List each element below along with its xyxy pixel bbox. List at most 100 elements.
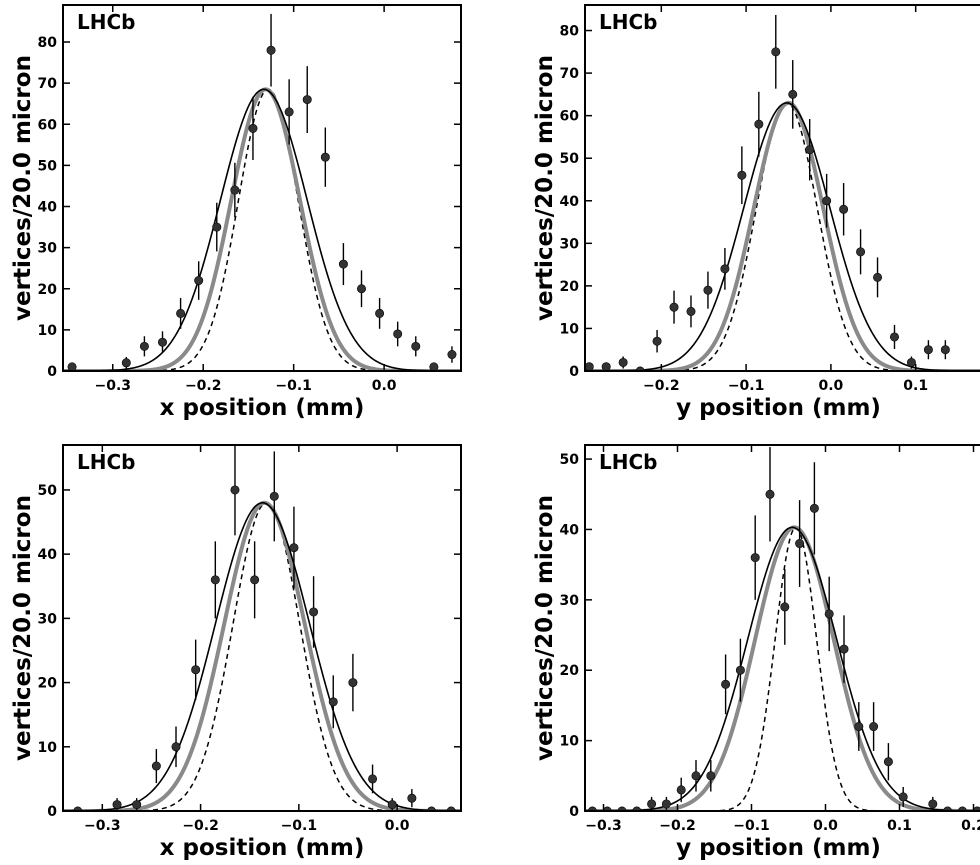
y-tick-label: 50 xyxy=(560,452,580,468)
x-tick-label: −0.3 xyxy=(84,818,121,834)
x-tick-label: 0.1 xyxy=(887,818,912,834)
data-point xyxy=(269,451,279,542)
data-point xyxy=(171,726,181,768)
fit-curve xyxy=(63,88,461,371)
data-point xyxy=(447,346,457,363)
fit-curve xyxy=(585,102,980,371)
marker xyxy=(735,665,745,675)
data-point xyxy=(302,66,312,133)
y-tick-label: 30 xyxy=(560,236,580,252)
marker xyxy=(691,771,701,781)
data-point xyxy=(869,702,879,751)
data-point xyxy=(230,162,240,218)
marker xyxy=(805,145,815,155)
marker xyxy=(387,800,397,810)
x-tick-label: −0.2 xyxy=(182,818,219,834)
marker xyxy=(618,357,628,367)
y-tick-label: 50 xyxy=(560,151,580,167)
y-tick-label: 0 xyxy=(569,804,579,820)
fit-curve xyxy=(63,502,461,811)
marker xyxy=(356,284,366,294)
data-point xyxy=(824,576,834,652)
fit-curve xyxy=(585,526,980,811)
y-tick-label: 20 xyxy=(560,279,580,295)
marker xyxy=(737,170,747,180)
data-point xyxy=(686,295,696,328)
marker xyxy=(856,247,866,257)
marker xyxy=(368,774,378,784)
chart-panel-2: 0 10 20 30 40 50 60 70 80 −0.2 −0.1 0.0 0.1 LHCb y pos… xyxy=(532,4,980,421)
marker xyxy=(348,678,358,688)
y-tick-label: 30 xyxy=(38,611,58,627)
marker xyxy=(771,47,781,57)
data-point xyxy=(780,568,790,645)
data-point xyxy=(788,60,798,129)
marker xyxy=(158,337,168,347)
marker xyxy=(269,491,279,501)
data-point xyxy=(906,356,916,369)
dashed-curve xyxy=(63,502,461,811)
data-point xyxy=(411,336,421,357)
marker xyxy=(706,771,716,781)
data-point xyxy=(139,336,149,357)
marker xyxy=(721,679,731,689)
data-point xyxy=(158,331,168,354)
data-point xyxy=(839,183,849,236)
data-point xyxy=(585,362,594,371)
x-tick-label: −0.3 xyxy=(585,818,622,834)
gray-curve xyxy=(585,100,980,371)
data-point xyxy=(407,789,417,808)
x-tick-label: −0.1 xyxy=(728,378,765,394)
x-tick-label: 0.2 xyxy=(961,818,980,834)
data-point xyxy=(338,243,348,286)
marker xyxy=(824,609,834,619)
x-tick-label: −0.2 xyxy=(643,378,680,394)
data-point xyxy=(328,675,338,729)
marker xyxy=(750,553,760,563)
axes-frame xyxy=(62,4,462,372)
marker xyxy=(676,785,686,795)
marker xyxy=(601,362,611,371)
marker xyxy=(132,800,142,810)
dashed-curve xyxy=(585,526,980,811)
marker xyxy=(248,123,258,133)
y-tick-label: 20 xyxy=(38,676,58,692)
marker xyxy=(652,336,662,346)
y-axis-label: vertices/20.0 micron xyxy=(10,495,36,761)
chart-panel-1: 0 10 20 30 40 50 60 70 80 −0.3 −0.2 −0.1 0.0 LHCb x po… xyxy=(10,4,462,421)
marker xyxy=(839,204,849,214)
data-point xyxy=(771,14,781,89)
y-tick-label: 60 xyxy=(38,117,58,133)
marker xyxy=(266,45,276,55)
marker xyxy=(139,341,149,351)
data-point xyxy=(248,96,258,160)
x-axis-label: y position (mm) xyxy=(676,395,881,421)
chart-panel-3: 0 10 20 30 40 50 −0.3 −0.2 −0.1 0.0 LHCb x position… xyxy=(10,444,462,861)
x-tick-label: −0.1 xyxy=(733,818,770,834)
y-tick-label: 70 xyxy=(38,76,58,92)
y-tick-label: 50 xyxy=(38,158,58,174)
marker xyxy=(320,152,330,162)
marker xyxy=(923,345,933,355)
y-tick-label: 60 xyxy=(560,109,580,125)
marker xyxy=(647,799,657,809)
data-point xyxy=(121,356,131,369)
y-tick-label: 10 xyxy=(560,734,580,750)
x-axis-label: y position (mm) xyxy=(676,835,881,861)
data-point xyxy=(721,654,731,715)
y-axis-label: vertices/20.0 micron xyxy=(10,55,36,321)
dashed-curve xyxy=(63,88,461,371)
y-tick-label: 40 xyxy=(38,547,58,563)
data-point xyxy=(212,202,222,252)
marker xyxy=(822,196,832,206)
data-point xyxy=(703,271,713,309)
data-point xyxy=(737,146,747,205)
x-tick-label: −0.1 xyxy=(275,378,312,394)
marker xyxy=(212,222,222,232)
data-point xyxy=(250,541,260,619)
marker xyxy=(407,793,417,803)
x-tick-label: 0.0 xyxy=(372,378,397,394)
x-axis-label: x position (mm) xyxy=(160,395,365,421)
y-tick-label: 10 xyxy=(560,321,580,337)
plot-area xyxy=(585,14,980,371)
